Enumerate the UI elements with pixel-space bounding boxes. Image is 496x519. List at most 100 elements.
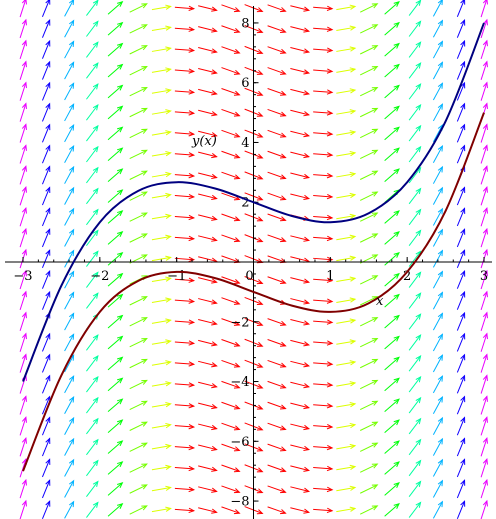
field-arrow <box>336 255 357 262</box>
field-arrow <box>41 39 51 59</box>
field-arrow <box>107 210 124 224</box>
field-arrow <box>456 269 466 289</box>
field-arrow <box>41 18 51 38</box>
field-arrow <box>408 313 422 330</box>
field-arrow <box>290 193 311 200</box>
field-arrow <box>86 83 99 100</box>
field-arrow <box>408 41 422 58</box>
field-arrow <box>456 0 466 17</box>
field-arrow <box>408 459 422 477</box>
field-arrow <box>107 63 124 78</box>
field-arrow <box>19 165 27 185</box>
field-arrow <box>19 102 27 122</box>
field-arrow <box>480 395 488 415</box>
x-ticks: −3 −2 −1 0 1 2 3 <box>13 257 488 284</box>
field-arrow <box>336 130 357 136</box>
field-arrow <box>336 4 357 11</box>
field-arrow <box>151 46 172 52</box>
field-arrow <box>267 150 287 159</box>
field-arrow <box>456 249 466 268</box>
field-arrow <box>221 46 241 54</box>
field-arrow <box>129 170 148 180</box>
field-arrow <box>174 403 196 409</box>
field-arrow <box>336 234 357 241</box>
field-arrow <box>267 213 287 222</box>
field-arrow <box>267 129 287 138</box>
field-arrow <box>408 0 422 16</box>
field-arrow <box>221 485 241 494</box>
field-arrow <box>151 25 172 32</box>
field-arrow <box>313 131 334 137</box>
y-axis-label: y(x) <box>191 134 217 149</box>
field-arrow <box>64 40 75 59</box>
field-arrow <box>384 461 400 475</box>
field-arrow <box>480 416 488 436</box>
field-arrow <box>221 150 241 159</box>
field-arrow <box>64 0 75 17</box>
field-arrow <box>313 110 334 116</box>
field-arrow <box>313 340 334 346</box>
field-arrow <box>336 402 357 408</box>
field-arrow <box>432 354 444 373</box>
field-arrow <box>384 377 400 392</box>
field-arrow <box>313 507 334 514</box>
field-arrow <box>313 298 334 304</box>
field-arrow <box>129 379 148 390</box>
field-arrow <box>41 500 51 519</box>
field-arrow <box>336 25 357 32</box>
field-arrow <box>41 0 51 17</box>
field-arrow <box>313 47 334 53</box>
field-arrow <box>107 272 124 287</box>
field-arrow <box>290 360 311 368</box>
field-arrow <box>267 4 287 13</box>
field-arrow <box>408 187 422 205</box>
field-arrow <box>129 45 148 55</box>
field-arrow <box>456 416 466 436</box>
field-arrow <box>174 256 196 263</box>
field-arrow <box>480 123 488 143</box>
x-tick-label: 2 <box>403 269 411 284</box>
field-arrow <box>174 5 196 11</box>
field-arrow <box>174 277 196 283</box>
field-arrow <box>129 358 148 369</box>
field-arrow <box>64 19 75 38</box>
field-arrow <box>290 130 311 138</box>
field-arrow <box>221 4 241 13</box>
field-arrow <box>107 84 124 99</box>
field-arrow <box>359 170 379 180</box>
field-arrow <box>290 465 311 472</box>
field-arrow <box>174 214 196 221</box>
field-arrow <box>432 0 443 17</box>
field-arrow <box>41 249 51 268</box>
field-arrow <box>151 171 172 178</box>
field-arrow <box>313 5 334 11</box>
field-arrow <box>198 235 218 242</box>
field-arrow <box>107 105 124 120</box>
field-arrow <box>267 464 287 473</box>
field-arrow <box>198 402 218 410</box>
field-arrow <box>129 400 148 411</box>
field-arrow <box>64 186 75 205</box>
field-arrow <box>359 505 379 515</box>
field-arrow <box>19 290 27 311</box>
field-arrow <box>86 62 99 79</box>
field-arrow <box>221 192 241 201</box>
field-arrow <box>174 235 196 242</box>
field-arrow <box>267 171 287 180</box>
field-arrow <box>456 353 466 373</box>
field-arrow <box>290 26 311 33</box>
field-arrow <box>86 334 99 351</box>
field-arrow <box>64 479 75 498</box>
field-arrow <box>267 192 287 201</box>
field-arrow <box>151 276 172 283</box>
field-arrow <box>359 275 379 285</box>
field-arrow <box>480 457 488 478</box>
field-arrow <box>221 108 241 117</box>
field-arrow <box>290 298 311 305</box>
field-arrow <box>174 47 196 53</box>
field-arrow <box>19 437 27 457</box>
field-arrow <box>384 398 400 413</box>
field-arrow <box>86 145 99 163</box>
field-arrow <box>408 124 422 142</box>
field-arrow <box>408 83 422 100</box>
